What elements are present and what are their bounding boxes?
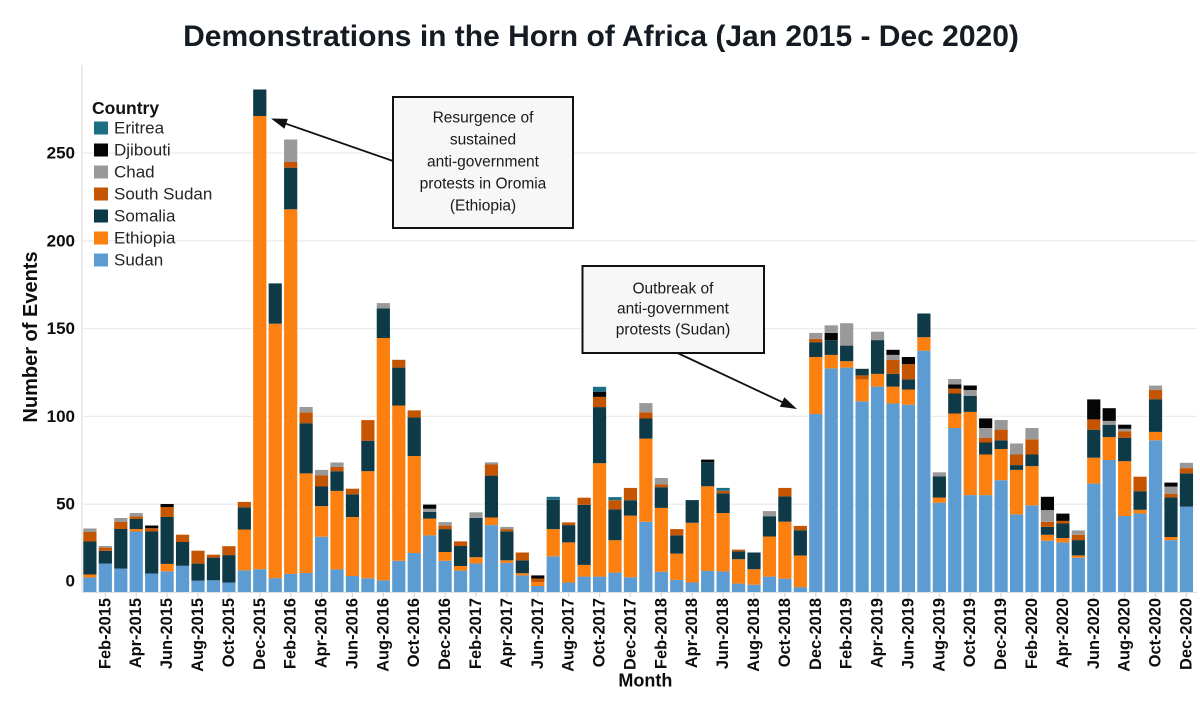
svg-text:150: 150 [47, 319, 75, 338]
svg-text:Apr-2017: Apr-2017 [498, 598, 516, 668]
svg-text:Month: Month [618, 671, 672, 691]
svg-text:Feb-2018: Feb-2018 [652, 598, 670, 669]
svg-text:Aug-2018: Aug-2018 [745, 598, 763, 672]
svg-text:Country: Country [92, 98, 159, 118]
svg-text:Apr-2016: Apr-2016 [313, 598, 331, 668]
svg-text:200: 200 [47, 231, 75, 250]
svg-text:Jun-2018: Jun-2018 [714, 598, 732, 669]
svg-text:Demonstrations in the Horn of: Demonstrations in the Horn of Africa (Ja… [183, 20, 1019, 53]
svg-text:Oct-2015: Oct-2015 [220, 598, 238, 667]
svg-text:Ethiopia: Ethiopia [114, 229, 176, 248]
svg-text:Oct-2019: Oct-2019 [961, 598, 979, 667]
svg-text:Jun-2016: Jun-2016 [343, 598, 361, 669]
svg-text:Apr-2019: Apr-2019 [869, 598, 887, 668]
svg-text:Somalia: Somalia [114, 207, 176, 226]
svg-text:50: 50 [56, 495, 75, 514]
svg-text:Apr-2020: Apr-2020 [1054, 598, 1072, 668]
svg-text:Sudan: Sudan [114, 251, 163, 270]
svg-text:Number of Events: Number of Events [20, 251, 42, 422]
svg-text:Aug-2017: Aug-2017 [560, 598, 578, 672]
svg-text:Feb-2020: Feb-2020 [1023, 598, 1041, 669]
svg-text:Dec-2017: Dec-2017 [621, 598, 639, 670]
svg-text:Feb-2017: Feb-2017 [467, 598, 485, 669]
svg-text:100: 100 [47, 407, 75, 426]
svg-text:Dec-2018: Dec-2018 [807, 598, 825, 670]
svg-text:(Ethiopia): (Ethiopia) [450, 198, 516, 215]
svg-text:Oct-2016: Oct-2016 [405, 598, 423, 667]
svg-text:Resurgence of: Resurgence of [433, 110, 535, 127]
svg-text:protests (Sudan): protests (Sudan) [616, 322, 731, 339]
svg-text:Aug-2019: Aug-2019 [930, 598, 948, 672]
svg-text:0: 0 [66, 572, 75, 591]
svg-text:protests in Oromia: protests in Oromia [420, 176, 547, 193]
svg-text:Oct-2018: Oct-2018 [776, 598, 794, 667]
svg-text:Aug-2020: Aug-2020 [1116, 598, 1134, 672]
svg-text:Jun-2015: Jun-2015 [158, 598, 176, 669]
svg-text:Aug-2016: Aug-2016 [374, 598, 392, 672]
svg-text:Oct-2017: Oct-2017 [591, 598, 609, 667]
svg-text:Chad: Chad [114, 163, 155, 182]
svg-text:Feb-2019: Feb-2019 [838, 598, 856, 669]
svg-text:Dec-2015: Dec-2015 [251, 598, 269, 670]
svg-text:Apr-2018: Apr-2018 [683, 598, 701, 668]
svg-text:anti-government: anti-government [617, 301, 730, 318]
svg-text:Aug-2015: Aug-2015 [189, 598, 207, 672]
svg-text:Dec-2019: Dec-2019 [992, 598, 1010, 670]
svg-text:sustained: sustained [450, 132, 516, 149]
svg-text:Jun-2020: Jun-2020 [1085, 598, 1103, 669]
svg-text:Outbreak of: Outbreak of [633, 281, 715, 298]
svg-text:Feb-2016: Feb-2016 [282, 598, 300, 669]
svg-text:Jun-2017: Jun-2017 [529, 598, 547, 669]
svg-text:Jun-2019: Jun-2019 [899, 598, 917, 669]
svg-text:Oct-2020: Oct-2020 [1147, 598, 1165, 667]
svg-text:250: 250 [47, 144, 75, 163]
svg-text:Dec-2020: Dec-2020 [1177, 598, 1195, 670]
svg-text:Eritrea: Eritrea [114, 119, 165, 138]
svg-text:South Sudan: South Sudan [114, 185, 212, 204]
svg-text:Apr-2015: Apr-2015 [127, 598, 145, 668]
svg-text:Dec-2016: Dec-2016 [436, 598, 454, 670]
svg-text:Feb-2015: Feb-2015 [96, 598, 114, 669]
svg-text:Djibouti: Djibouti [114, 141, 171, 160]
svg-text:anti-government: anti-government [427, 154, 540, 171]
